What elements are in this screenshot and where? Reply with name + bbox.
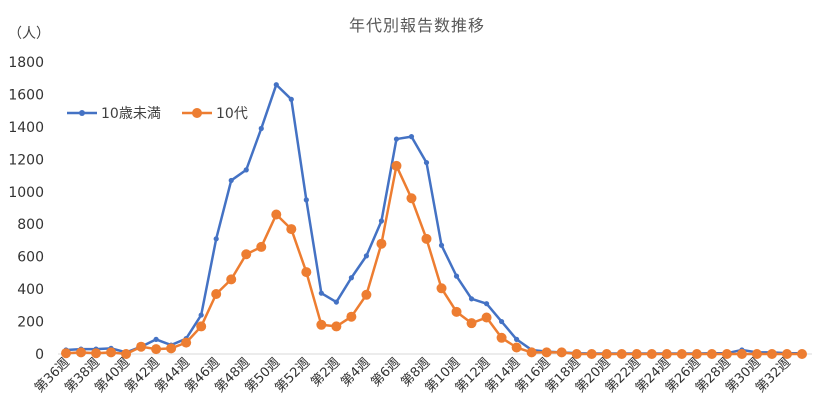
series-2-point-10 xyxy=(211,288,222,299)
series-2-point-23 xyxy=(406,193,417,204)
series-2-point-27 xyxy=(466,318,477,329)
series-2-point-46 xyxy=(751,349,762,359)
series-2 xyxy=(61,160,807,359)
y-axis-unit-label: （人） xyxy=(8,26,50,42)
series-2-point-32 xyxy=(541,347,552,358)
series-2-point-7 xyxy=(166,343,177,354)
series-1-point-25 xyxy=(438,242,445,248)
series-2-point-40 xyxy=(661,349,672,359)
series-1-point-15 xyxy=(288,96,294,102)
y-tick-label: 400 xyxy=(17,282,44,298)
series-2-point-26 xyxy=(451,306,462,317)
series-2-point-2 xyxy=(91,348,102,359)
series-2-point-24 xyxy=(421,233,432,244)
series-2-point-48 xyxy=(781,349,792,359)
series-1-point-22 xyxy=(393,136,400,142)
series-2-point-14 xyxy=(271,209,282,220)
series-2-point-44 xyxy=(721,349,732,359)
series-2-point-30 xyxy=(511,342,522,353)
y-tick-label: 600 xyxy=(17,250,44,266)
series-2-point-28 xyxy=(481,312,492,323)
series-1-point-24 xyxy=(423,159,430,166)
series-2-point-22 xyxy=(391,160,402,171)
series-2-point-5 xyxy=(136,341,147,352)
series-2-point-37 xyxy=(616,349,627,359)
series-1-point-9 xyxy=(198,312,204,318)
y-tick-label: 1200 xyxy=(8,152,44,168)
legend-item-series-2: 10代 xyxy=(182,106,248,122)
series-2-point-8 xyxy=(181,337,192,348)
chart-title: 年代別報告数推移 xyxy=(349,16,485,35)
series-2-point-45 xyxy=(736,349,747,359)
series-2-point-34 xyxy=(571,349,582,359)
series-2-point-31 xyxy=(526,347,537,358)
series-2-point-41 xyxy=(676,349,687,359)
series-2-point-11 xyxy=(226,274,237,285)
y-tick-label: 1000 xyxy=(8,185,44,201)
series-1-point-27 xyxy=(468,296,475,302)
series-1-point-6 xyxy=(153,336,159,342)
series-1-point-13 xyxy=(258,125,264,132)
series-1-point-16 xyxy=(303,197,309,203)
y-tick-label: 1400 xyxy=(8,120,44,136)
y-tick-label: 1800 xyxy=(8,55,44,71)
series-2-point-18 xyxy=(331,321,342,332)
series-1-point-14 xyxy=(273,82,279,88)
series-2-point-3 xyxy=(106,347,117,358)
series-2-point-39 xyxy=(646,349,657,359)
series-2-point-19 xyxy=(346,311,357,322)
series-2-point-4 xyxy=(121,349,132,359)
series-2-point-35 xyxy=(586,349,597,359)
series-1-point-11 xyxy=(228,177,234,184)
y-tick-label: 0 xyxy=(35,347,44,363)
series-1-point-12 xyxy=(243,167,249,173)
series-1-point-21 xyxy=(378,218,385,224)
series-1-point-26 xyxy=(453,273,460,279)
series-1-point-18 xyxy=(333,299,339,305)
series-2-point-13 xyxy=(256,241,267,252)
series-2-point-47 xyxy=(766,349,777,359)
series-2-point-25 xyxy=(436,283,447,294)
plot-area xyxy=(61,82,807,359)
series-1-point-28 xyxy=(483,301,490,307)
series-2-point-1 xyxy=(76,347,87,358)
series-2-point-17 xyxy=(316,319,327,330)
legend-label: 10歳未満 xyxy=(101,106,161,122)
legend-swatch-marker xyxy=(192,108,202,118)
series-2-point-0 xyxy=(61,348,71,359)
legend: 10歳未満 10代 xyxy=(67,106,248,122)
series-1-point-17 xyxy=(318,290,324,296)
series-2-point-38 xyxy=(631,349,642,359)
series-2-point-6 xyxy=(151,344,162,355)
series-2-point-36 xyxy=(601,349,612,359)
y-tick-label: 800 xyxy=(17,217,44,233)
series-1-point-30 xyxy=(514,336,520,342)
series-1-point-20 xyxy=(363,253,370,259)
legend-swatch-marker xyxy=(79,110,85,116)
y-axis-tick-labels: 0 200 400 600 800 1000 1200 1400 1600 1800 xyxy=(8,55,44,363)
series-2-point-49 xyxy=(797,349,807,359)
y-tick-label: 200 xyxy=(17,315,44,331)
series-2-point-15 xyxy=(286,224,297,235)
series-2-point-9 xyxy=(196,321,207,332)
legend-label: 10代 xyxy=(216,106,248,122)
series-2-point-29 xyxy=(496,332,507,343)
series-1-point-10 xyxy=(213,236,219,242)
legend-item-series-1: 10歳未満 xyxy=(67,106,161,122)
series-1-point-29 xyxy=(498,318,505,325)
series-2-point-42 xyxy=(691,349,702,359)
series-2-point-16 xyxy=(301,267,312,278)
y-tick-label: 1600 xyxy=(8,87,44,103)
series-1-point-23 xyxy=(408,134,415,140)
series-2-point-21 xyxy=(376,238,387,249)
series-2-point-12 xyxy=(241,249,252,260)
series-2-point-20 xyxy=(361,289,372,300)
series-2-point-43 xyxy=(706,349,717,359)
series-1-point-19 xyxy=(348,275,354,281)
series-2-point-33 xyxy=(556,347,567,358)
